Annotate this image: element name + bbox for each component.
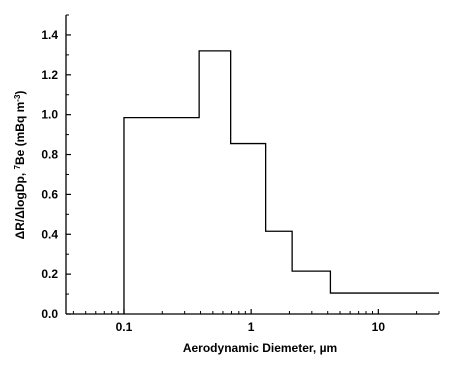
x-axis-title: Aerodynamic Diemeter, µm xyxy=(183,341,337,355)
x-tick-label: 1 xyxy=(248,320,255,334)
y-axis-title: ΔR/ΔlogDp, 7Be (mBq m-3) xyxy=(13,91,28,240)
y-tick-label: 0.2 xyxy=(41,267,58,281)
histogram-bin-5 xyxy=(292,271,330,314)
y-tick-label: 0.0 xyxy=(41,307,58,321)
y-tick-label: 0.8 xyxy=(41,148,58,162)
ticks: 0.0 0.2 0.4 0.6 0.8 1.0 1.2 1.4 0.1 1 10 xyxy=(41,14,440,334)
histogram-bin-1 xyxy=(124,118,199,314)
axes xyxy=(65,15,439,315)
y-tick-label: 1.0 xyxy=(41,108,58,122)
histogram-bin-2 xyxy=(199,51,231,314)
histogram-bin-6 xyxy=(330,293,439,314)
x-tick-label: 10 xyxy=(372,320,386,334)
y-tick-label: 1.4 xyxy=(41,28,58,42)
histogram-bin-4 xyxy=(266,231,292,314)
series xyxy=(123,50,439,314)
y-tick-label: 0.4 xyxy=(41,227,58,241)
x-tick-label: 0.1 xyxy=(116,320,133,334)
y-tick-label: 0.6 xyxy=(41,187,58,201)
step-histogram-line xyxy=(123,50,439,314)
y-tick-label: 1.2 xyxy=(41,68,58,82)
histogram-bin-3 xyxy=(231,144,266,314)
